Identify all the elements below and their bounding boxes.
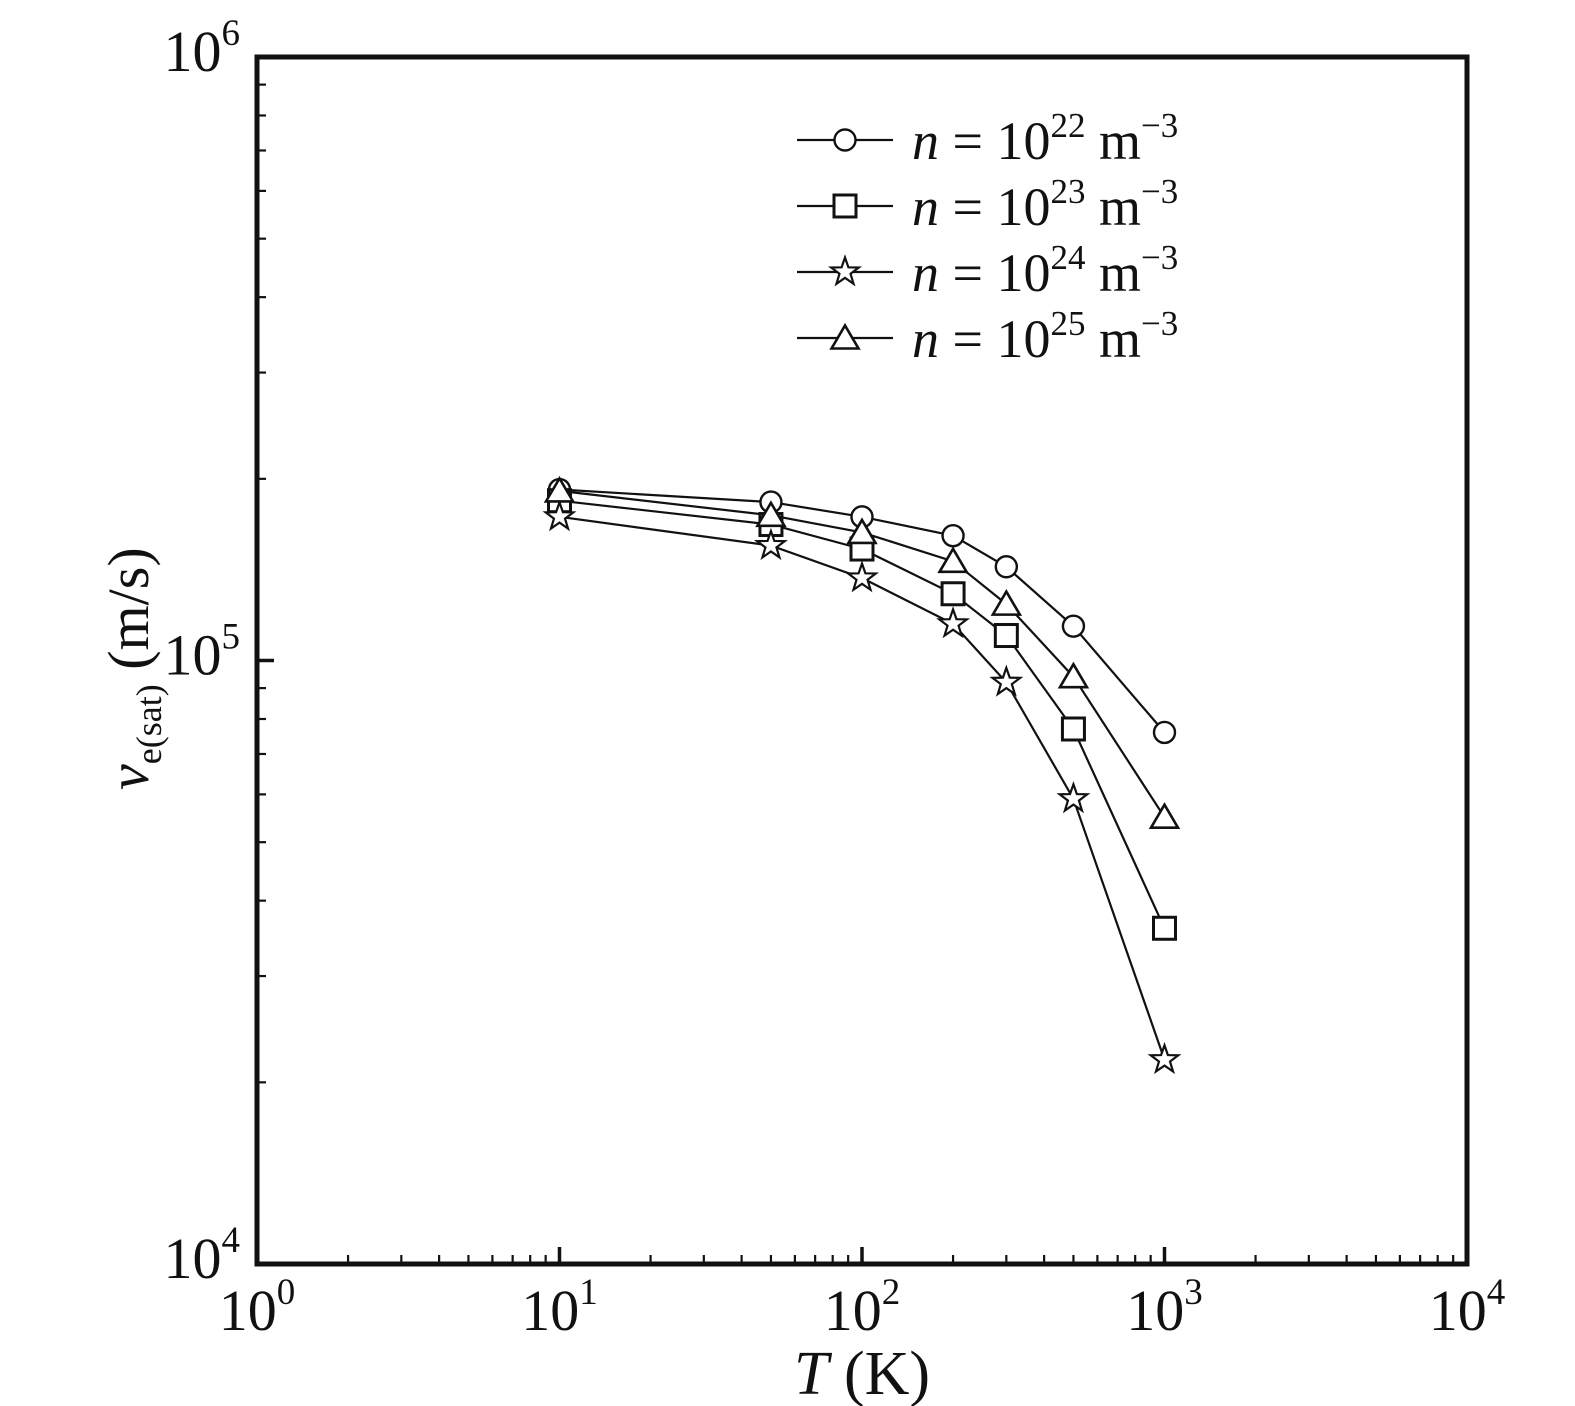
- marker-triangle: [990, 589, 1023, 616]
- x-tick-label: 101: [521, 1272, 598, 1343]
- marker-triangle: [937, 546, 969, 574]
- legend-item-star: n = 1024 m−3: [797, 238, 1178, 303]
- series-square: [547, 488, 1177, 941]
- marker-star: [753, 527, 788, 561]
- legend-label: n = 1023 m−3: [912, 172, 1178, 237]
- plot-frame-layer: [254, 54, 1470, 1267]
- marker-circle: [1061, 614, 1086, 638]
- marker-square: [832, 193, 858, 219]
- x-tick-label: 102: [824, 1272, 901, 1343]
- legend-item-square: n = 1023 m−3: [797, 172, 1178, 237]
- legend-label: n = 1022 m−3: [912, 106, 1178, 171]
- marker-triangle: [846, 517, 878, 545]
- legend-layer: n = 1022 m−3n = 1023 m−3n = 1024 m−3n = …: [797, 106, 1178, 369]
- legend-label: n = 1024 m−3: [912, 238, 1178, 303]
- marker-square: [940, 581, 966, 607]
- axis-ticks-layer: [255, 55, 1469, 1266]
- y-tick-label: 105: [164, 617, 241, 688]
- marker-star: [1147, 1041, 1182, 1075]
- marker-triangle: [755, 500, 787, 528]
- series-triangle: [543, 475, 1181, 829]
- series-layer: [542, 475, 1182, 1075]
- y-tick-label: 106: [164, 13, 241, 84]
- marker-star: [828, 254, 862, 287]
- marker-circle: [833, 128, 857, 152]
- marker-star: [936, 606, 971, 639]
- y-tick-label: 104: [164, 1220, 241, 1291]
- marker-square: [1152, 915, 1177, 941]
- marker-circle: [994, 555, 1019, 579]
- marker-triangle: [1148, 802, 1181, 829]
- series-star: [542, 498, 1182, 1075]
- x-tick-label: 104: [1429, 1272, 1506, 1343]
- legend-label: n = 1025 m−3: [912, 304, 1178, 369]
- marker-circle: [1152, 720, 1177, 745]
- legend-item-triangle: n = 1025 m−3: [797, 304, 1178, 369]
- legend-item-circle: n = 1022 m−3: [797, 106, 1178, 171]
- plot-frame: [254, 54, 1470, 1267]
- x-axis-title: T (K): [794, 1340, 930, 1406]
- axis-labels-layer: 100 101 102 103 104 104 105 106 T (K) ve(sat) (m/…: [96, 13, 1505, 1406]
- marker-triangle: [543, 475, 576, 503]
- marker-star: [542, 498, 577, 532]
- x-tick-label: 100: [219, 1272, 296, 1343]
- marker-star: [1056, 780, 1091, 814]
- marker-triangle: [829, 322, 861, 350]
- marker-triangle: [1057, 661, 1090, 689]
- marker-star: [845, 560, 879, 593]
- marker-square: [993, 623, 1019, 649]
- x-tick-label: 103: [1126, 1272, 1203, 1343]
- marker-circle: [941, 523, 965, 548]
- marker-star: [989, 664, 1024, 697]
- marker-square: [1060, 716, 1086, 742]
- y-axis-title: ve(sat) (m/s): [96, 547, 169, 790]
